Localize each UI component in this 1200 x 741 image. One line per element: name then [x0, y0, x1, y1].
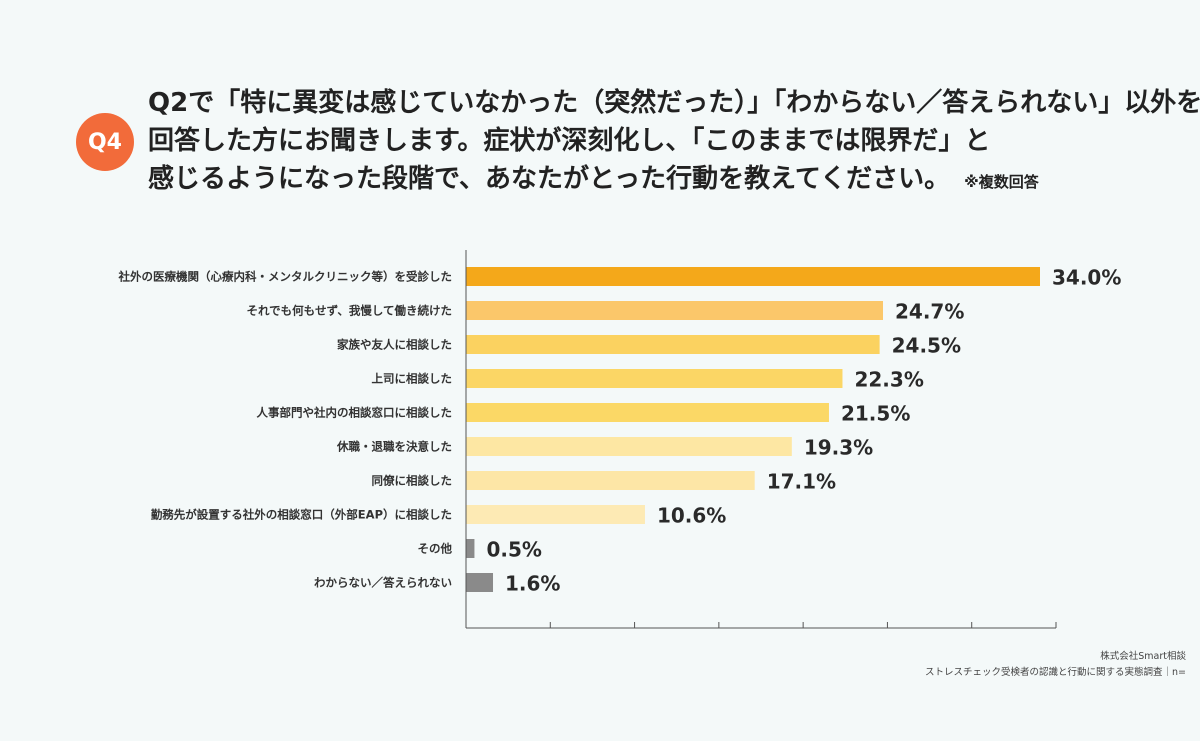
question-line-3-text: 感じるようになった段階で、あなたがとった行動を教えてください。 — [148, 164, 951, 194]
category-label: 家族や友人に相談した — [337, 338, 452, 352]
value-label: 21.5% — [841, 402, 910, 426]
bar — [466, 301, 883, 320]
value-label: 17.1% — [767, 470, 836, 494]
question-badge: Q4 — [76, 113, 134, 171]
value-label: 34.0% — [1052, 266, 1121, 290]
bar — [466, 403, 829, 422]
multiple-answer-note: ※複数回答 — [964, 173, 1039, 191]
source-note: 株式会社Smart相談 ストレスチェック受検者の認識と行動に関する実態調査｜n= — [925, 649, 1186, 681]
value-label: 24.7% — [895, 300, 964, 324]
category-label: それでも何もせず、我慢して働き続けた — [246, 304, 452, 318]
question-line-2: 回答した方にお聞きします。症状が深刻化し、「このままでは限界だ」と — [148, 126, 991, 156]
value-label: 24.5% — [892, 334, 961, 358]
source-survey: ストレスチェック受検者の認識と行動に関する実態調査｜n= — [925, 667, 1186, 678]
value-label: 0.5% — [486, 538, 541, 562]
category-label: その他 — [418, 542, 453, 556]
bar — [466, 539, 475, 558]
category-label: 社外の医療機関（心療内科・メンタルクリニック等）を受診した — [118, 270, 453, 284]
bar — [466, 573, 494, 592]
category-label: 同僚に相談した — [372, 474, 453, 488]
category-label: 勤務先が設置する社外の相談窓口（外部EAP）に相談した — [151, 508, 452, 522]
bar-chart: 社外の医療機関（心療内科・メンタルクリニック等）を受診した 34.0% それでも何も… — [118, 250, 1121, 629]
value-label: 19.3% — [804, 436, 873, 460]
source-company: 株式会社Smart相談 — [1100, 651, 1186, 662]
value-label: 10.6% — [657, 504, 726, 528]
category-label: 休職・退職を決意した — [336, 440, 452, 454]
bar — [466, 471, 755, 490]
bar — [466, 369, 843, 388]
category-label: 人事部門や社内の相談窓口に相談した — [257, 406, 453, 420]
value-label: 1.6% — [505, 572, 560, 596]
category-label: 上司に相談した — [372, 372, 453, 386]
question-text: Q2で「特に異変は感じていなかった（突然だった）」「わからない／答えられない」以… — [148, 84, 1200, 201]
bar — [466, 267, 1040, 286]
bar — [466, 335, 880, 354]
category-label: わからない／答えられない — [314, 576, 452, 590]
question-line-3: 感じるようになった段階で、あなたがとった行動を教えてください。 ※複数回答 — [148, 160, 1168, 201]
value-label: 22.3% — [854, 368, 923, 392]
bar — [466, 505, 645, 524]
bar — [466, 437, 792, 456]
question-line-1: Q2で「特に異変は感じていなかった（突然だった）」「わからない／答えられない」以… — [148, 88, 1200, 118]
